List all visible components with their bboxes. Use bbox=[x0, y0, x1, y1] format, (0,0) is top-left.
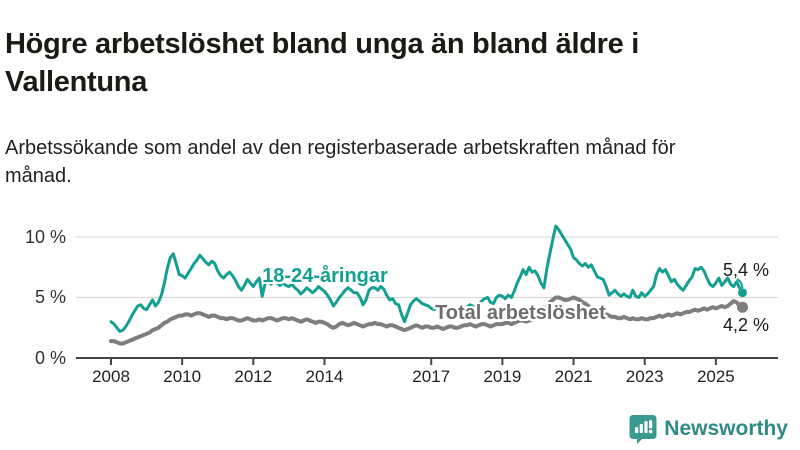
x-axis-label: 2019 bbox=[483, 367, 522, 386]
exclamation-bar bbox=[649, 420, 653, 429]
series-line-youth bbox=[109, 224, 744, 333]
newsworthy-brand: Newsworthy bbox=[629, 414, 788, 444]
bar-medium bbox=[639, 424, 644, 433]
x-axis-label: 2021 bbox=[554, 367, 593, 386]
x-axis-label: 2008 bbox=[92, 367, 130, 386]
x-axis-label: 2025 bbox=[696, 367, 735, 386]
y-axis-label-10: 10 % bbox=[24, 227, 66, 247]
chart-subtitle: Arbetssökande som andel av den registerb… bbox=[5, 137, 676, 187]
exclamation-dot bbox=[649, 429, 653, 434]
end-value-label-youth: 5,4 % bbox=[723, 260, 770, 280]
series-label-youth: 18-24-åringar bbox=[262, 265, 388, 287]
x-axis-label: 2010 bbox=[163, 367, 202, 386]
series-line-total bbox=[109, 295, 745, 346]
newsworthy-logo-icon bbox=[629, 415, 657, 444]
newsworthy-brand-text: Newsworthy bbox=[664, 417, 788, 440]
series-end-dot-youth bbox=[738, 288, 747, 298]
bar-tall bbox=[644, 421, 648, 433]
series-label-total: Total arbetslöshet bbox=[435, 302, 606, 324]
chart-title: Högre arbetslöshet bland unga än bland ä… bbox=[5, 28, 639, 99]
y-axis-label-0: 0 % bbox=[34, 348, 66, 368]
end-label-leader bbox=[736, 278, 744, 289]
series-end-dot-total bbox=[737, 301, 748, 313]
x-axis-label: 2012 bbox=[234, 367, 273, 386]
x-axis-label: 2017 bbox=[412, 367, 451, 386]
end-value-label-total: 4,2 % bbox=[723, 315, 770, 335]
x-axis-label: 2023 bbox=[625, 367, 664, 386]
bar-short bbox=[635, 427, 639, 433]
x-axis-label: 2014 bbox=[305, 367, 344, 386]
y-axis-label-5: 5 % bbox=[34, 287, 66, 307]
